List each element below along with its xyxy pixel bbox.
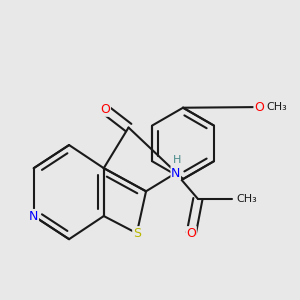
Text: O: O (186, 227, 196, 240)
Text: H: H (173, 155, 182, 165)
Text: N: N (29, 209, 38, 223)
Text: CH₃: CH₃ (236, 194, 257, 204)
Text: N: N (171, 167, 180, 180)
Text: CH₃: CH₃ (267, 102, 287, 112)
Text: O: O (100, 103, 110, 116)
Text: O: O (254, 100, 264, 114)
Text: S: S (133, 227, 141, 240)
